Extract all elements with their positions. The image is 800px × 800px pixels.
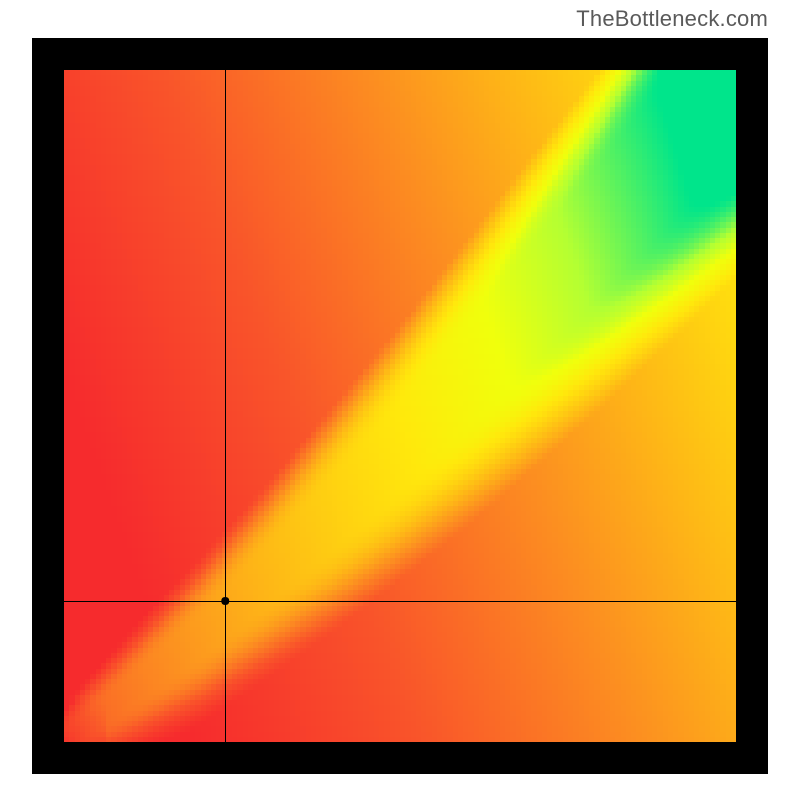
bottleneck-heatmap	[64, 70, 736, 742]
figure-frame: TheBottleneck.com	[0, 0, 800, 800]
plot-border	[32, 38, 768, 774]
attribution-text: TheBottleneck.com	[576, 6, 768, 32]
